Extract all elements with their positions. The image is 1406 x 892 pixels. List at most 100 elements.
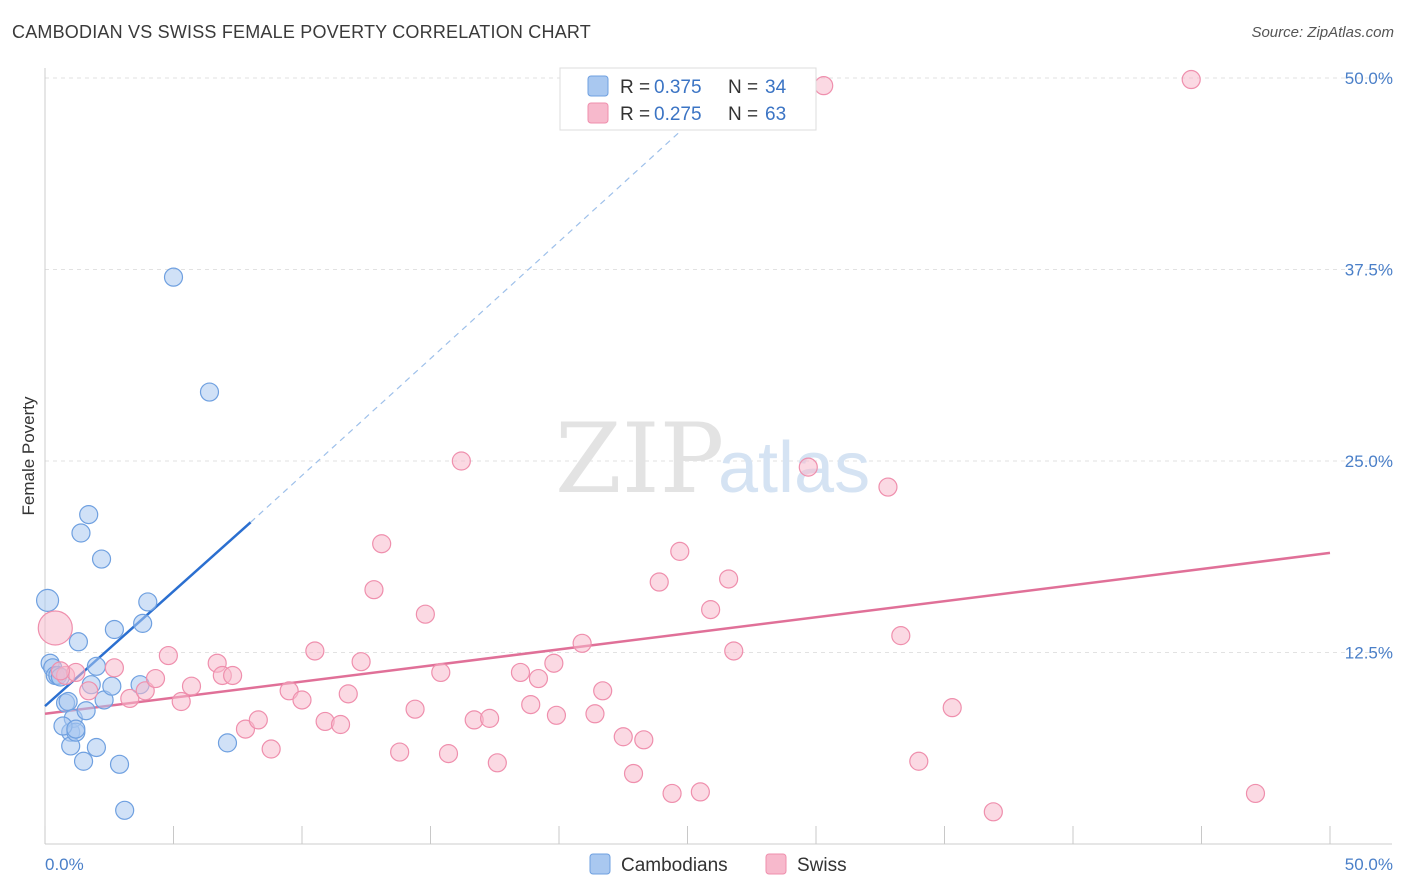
watermark: ZIP atlas — [555, 403, 870, 515]
point-1-26 — [390, 742, 410, 762]
point-1-43 — [613, 727, 633, 747]
point-1-39 — [546, 705, 567, 725]
point-0-17 — [86, 656, 107, 676]
chart-source: Source: ZipAtlas.com — [1251, 24, 1394, 41]
x-tick-labels: 0.0% 50.0% — [45, 855, 1393, 874]
point-1-9 — [171, 691, 191, 712]
point-1-3 — [79, 681, 99, 701]
point-1-10 — [181, 676, 202, 696]
legend-n-value-cambodians: 34 — [765, 77, 787, 98]
point-0-12 — [71, 523, 91, 543]
point-1-62 — [50, 661, 71, 681]
point-1-31 — [451, 451, 471, 471]
legend-top: R = 0.375 N = 34 R = 0.275 N = 63 — [559, 67, 817, 131]
legend-swatch-cambodians — [587, 75, 609, 97]
point-1-21 — [330, 714, 351, 735]
y-tick-labels: 12.5% 25.0% 37.5% 50.0% — [1345, 69, 1393, 663]
legend-r-value-swiss: 0.275 — [654, 104, 702, 125]
point-1-38 — [544, 653, 564, 673]
legend-bottom-label-swiss: Swiss — [797, 855, 847, 876]
x-tick-label-1: 50.0% — [1345, 855, 1393, 874]
legend-r-value-cambodians: 0.375 — [654, 77, 702, 98]
point-0-19 — [91, 549, 112, 569]
point-0-29 — [199, 382, 220, 402]
point-1-19 — [305, 641, 325, 661]
point-0-13 — [73, 751, 94, 771]
legend-bottom: Cambodians Swiss — [589, 853, 847, 876]
point-1-0 — [37, 610, 73, 646]
point-0-27 — [138, 592, 158, 612]
point-1-47 — [662, 783, 682, 804]
point-0-11 — [68, 632, 89, 652]
point-1-33 — [480, 708, 500, 728]
point-1-48 — [670, 541, 690, 561]
y-tick-label-1: 25.0% — [1345, 452, 1393, 471]
legend-bottom-swatch-swiss — [765, 853, 787, 875]
point-1-59 — [983, 802, 1003, 822]
point-0-28 — [163, 267, 184, 287]
point-1-23 — [351, 652, 371, 672]
point-1-42 — [593, 681, 613, 701]
point-1-25 — [372, 534, 392, 554]
point-1-5 — [120, 688, 140, 709]
legend-bottom-label-cambodians: Cambodians — [621, 855, 728, 876]
gridlines — [45, 77, 1392, 653]
y-tick-label-3: 50.0% — [1345, 69, 1393, 88]
watermark-atlas: atlas — [718, 428, 870, 508]
y-tick-label-0: 12.5% — [1345, 644, 1393, 663]
chart-title: CAMBODIAN VS SWISS FEMALE POVERTY CORREL… — [12, 22, 591, 42]
watermark-zip: ZIP — [555, 403, 724, 515]
point-0-14 — [76, 701, 96, 721]
point-1-35 — [510, 662, 531, 683]
point-1-30 — [438, 744, 459, 764]
point-1-51 — [719, 569, 739, 589]
point-0-0 — [35, 588, 60, 613]
point-1-28 — [415, 604, 435, 624]
axes — [44, 68, 1392, 845]
point-1-53 — [798, 457, 818, 477]
point-0-21 — [102, 676, 122, 696]
point-1-50 — [701, 600, 721, 620]
point-0-30 — [217, 733, 238, 753]
point-1-44 — [623, 763, 644, 784]
legend-n-label-swiss: N = — [728, 104, 758, 125]
point-1-20 — [315, 711, 335, 732]
point-1-55 — [878, 477, 898, 497]
point-1-22 — [338, 684, 358, 704]
point-1-6 — [135, 681, 155, 701]
legend-swatch-swiss — [587, 102, 609, 124]
x-tick-label-0: 0.0% — [45, 855, 84, 874]
point-1-8 — [158, 645, 178, 666]
point-1-13 — [223, 665, 243, 686]
point-0-18 — [86, 737, 107, 758]
point-1-18 — [292, 690, 312, 710]
point-0-6 — [58, 691, 78, 712]
point-1-34 — [487, 753, 507, 773]
legend-r-label-swiss: R = — [620, 104, 650, 125]
point-1-56 — [891, 626, 911, 646]
y-axis-title: Female Poverty — [19, 396, 38, 516]
point-1-4 — [104, 658, 124, 678]
trend-line-extension-0 — [250, 77, 740, 523]
point-0-15 — [79, 505, 99, 525]
point-1-45 — [634, 730, 654, 750]
point-1-37 — [528, 668, 549, 689]
legend-n-value-swiss: 63 — [765, 104, 786, 125]
point-1-49 — [690, 782, 710, 802]
point-0-23 — [109, 754, 130, 774]
point-1-27 — [405, 699, 425, 719]
point-1-60 — [1181, 69, 1201, 90]
point-1-41 — [585, 704, 605, 724]
point-1-52 — [724, 641, 744, 661]
point-0-24 — [115, 800, 135, 820]
point-1-15 — [248, 710, 268, 730]
legend-r-label-cambodians: R = — [620, 77, 650, 98]
point-1-54 — [814, 76, 834, 96]
point-1-7 — [145, 668, 166, 689]
point-1-61 — [1245, 783, 1266, 804]
point-1-57 — [909, 751, 929, 771]
point-0-22 — [104, 619, 124, 640]
point-1-36 — [521, 694, 541, 715]
legend-bottom-swatch-cambodians — [589, 853, 611, 875]
